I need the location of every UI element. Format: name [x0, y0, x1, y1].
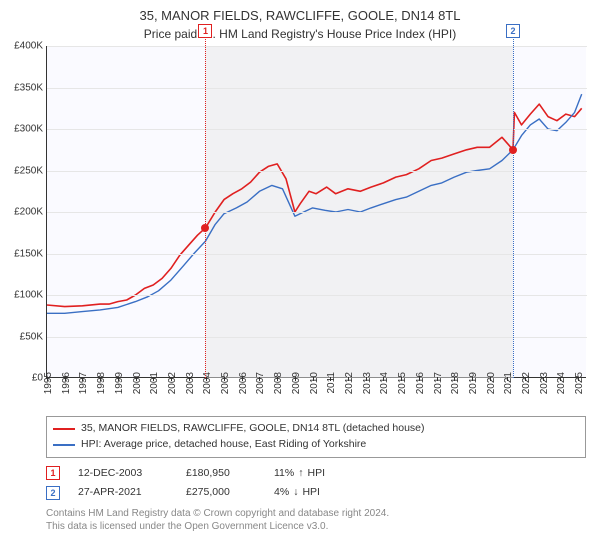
x-axis-label: 2022 [521, 372, 532, 394]
gridline-h [47, 129, 587, 130]
below-chart: 35, MANOR FIELDS, RAWCLIFFE, GOOLE, DN14… [46, 416, 586, 533]
event-date: 27-APR-2021 [78, 483, 168, 503]
gridline-h [47, 254, 587, 255]
legend-swatch [53, 444, 75, 446]
x-axis-label: 2005 [220, 372, 231, 394]
x-axis-label: 2024 [556, 372, 567, 394]
chart-area: £0£50K£100K£150K£200K£250K£300K£350K£400… [46, 46, 586, 378]
title-sub: Price paid vs. HM Land Registry's House … [10, 27, 590, 43]
event-dot [201, 224, 209, 232]
legend-label: 35, MANOR FIELDS, RAWCLIFFE, GOOLE, DN14… [81, 421, 425, 437]
x-axis-label: 2003 [185, 372, 196, 394]
x-axis-label: 1997 [78, 372, 89, 394]
credits-line-2: This data is licensed under the Open Gov… [46, 520, 586, 533]
event-vline [513, 34, 514, 378]
y-axis-label: £350K [3, 82, 43, 93]
chart-container: 35, MANOR FIELDS, RAWCLIFFE, GOOLE, DN14… [0, 0, 600, 560]
gridline-h [47, 171, 587, 172]
y-axis-label: £300K [3, 124, 43, 135]
x-axis-label: 2011 [326, 372, 337, 394]
event-pct: 4% [274, 483, 289, 503]
series-line-property [47, 104, 582, 307]
x-axis-label: 2007 [255, 372, 266, 394]
y-axis-label: £200K [3, 207, 43, 218]
plot-region: £0£50K£100K£150K£200K£250K£300K£350K£400… [46, 46, 586, 378]
x-axis-label: 2008 [273, 372, 284, 394]
x-axis-label: 2001 [149, 372, 160, 394]
x-axis-label: 1998 [96, 372, 107, 394]
x-axis-label: 1999 [114, 372, 125, 394]
legend-swatch [53, 428, 75, 430]
event-row: 2 27-APR-2021 £275,000 4%↓HPI [46, 483, 586, 503]
gridline-h [47, 295, 587, 296]
event-marker: 1 [198, 24, 212, 38]
gridline-h [47, 212, 587, 213]
arrow-icon: ↓ [293, 483, 298, 503]
x-axis-label: 2012 [344, 372, 355, 394]
arrow-icon: ↑ [298, 464, 303, 484]
x-axis-label: 1996 [61, 372, 72, 394]
event-number-badge: 2 [46, 486, 60, 500]
x-axis-label: 2015 [397, 372, 408, 394]
events-table: 112-DEC-2003£180,95011%↑HPI227-APR-2021£… [46, 464, 586, 504]
event-dot [509, 146, 517, 154]
x-axis-label: 2013 [362, 372, 373, 394]
event-price: £180,950 [186, 464, 256, 484]
legend-row: HPI: Average price, detached house, East… [53, 437, 579, 453]
x-axis-label: 2019 [468, 372, 479, 394]
x-axis-label: 2006 [238, 372, 249, 394]
x-axis-label: 2002 [167, 372, 178, 394]
series-line-hpi [47, 94, 582, 313]
gridline-h [47, 88, 587, 89]
event-pct: 11% [274, 464, 294, 484]
event-number-badge: 1 [46, 466, 60, 480]
event-price: £275,000 [186, 483, 256, 503]
x-axis-label: 2004 [202, 372, 213, 394]
legend-label: HPI: Average price, detached house, East… [81, 437, 366, 453]
y-axis-label: £150K [3, 248, 43, 259]
title-main: 35, MANOR FIELDS, RAWCLIFFE, GOOLE, DN14… [10, 8, 590, 25]
y-axis-label: £50K [3, 331, 43, 342]
credits-line-1: Contains HM Land Registry data © Crown c… [46, 507, 586, 520]
y-axis-label: £250K [3, 165, 43, 176]
credits: Contains HM Land Registry data © Crown c… [46, 507, 586, 533]
event-vline [205, 34, 206, 378]
event-marker: 2 [506, 24, 520, 38]
event-note: 11%↑ HPI [274, 464, 325, 484]
x-axis-label: 2018 [450, 372, 461, 394]
x-axis-label: 2010 [309, 372, 320, 394]
x-axis-label: 2020 [486, 372, 497, 394]
y-axis-label: £400K [3, 41, 43, 52]
x-axis-label: 2016 [415, 372, 426, 394]
legend-row: 35, MANOR FIELDS, RAWCLIFFE, GOOLE, DN14… [53, 421, 579, 437]
y-axis-label: £0 [3, 373, 43, 384]
event-note: 4%↓HPI [274, 483, 320, 503]
x-axis-label: 2014 [379, 372, 390, 394]
x-axis-label: 2025 [574, 372, 585, 394]
x-axis-label: 2023 [539, 372, 550, 394]
gridline-h [47, 46, 587, 47]
legend-box: 35, MANOR FIELDS, RAWCLIFFE, GOOLE, DN14… [46, 416, 586, 458]
event-note-text: HPI [302, 483, 320, 503]
x-axis-label: 2000 [132, 372, 143, 394]
gridline-h [47, 337, 587, 338]
x-axis-label: 1995 [43, 372, 54, 394]
event-row: 1 12-DEC-2003 £180,950 11%↑ HPI [46, 464, 586, 484]
event-date: 12-DEC-2003 [78, 464, 168, 484]
x-axis-label: 2017 [433, 372, 444, 394]
x-axis-label: 2009 [291, 372, 302, 394]
y-axis-label: £100K [3, 290, 43, 301]
event-note-text: HPI [308, 464, 326, 484]
